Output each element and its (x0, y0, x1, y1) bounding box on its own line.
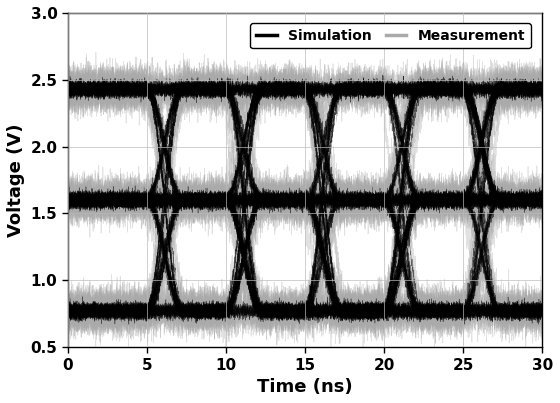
Legend: Simulation, Measurement: Simulation, Measurement (250, 23, 531, 48)
Y-axis label: Voltage (V): Voltage (V) (7, 123, 25, 237)
X-axis label: Time (ns): Time (ns) (258, 378, 353, 396)
